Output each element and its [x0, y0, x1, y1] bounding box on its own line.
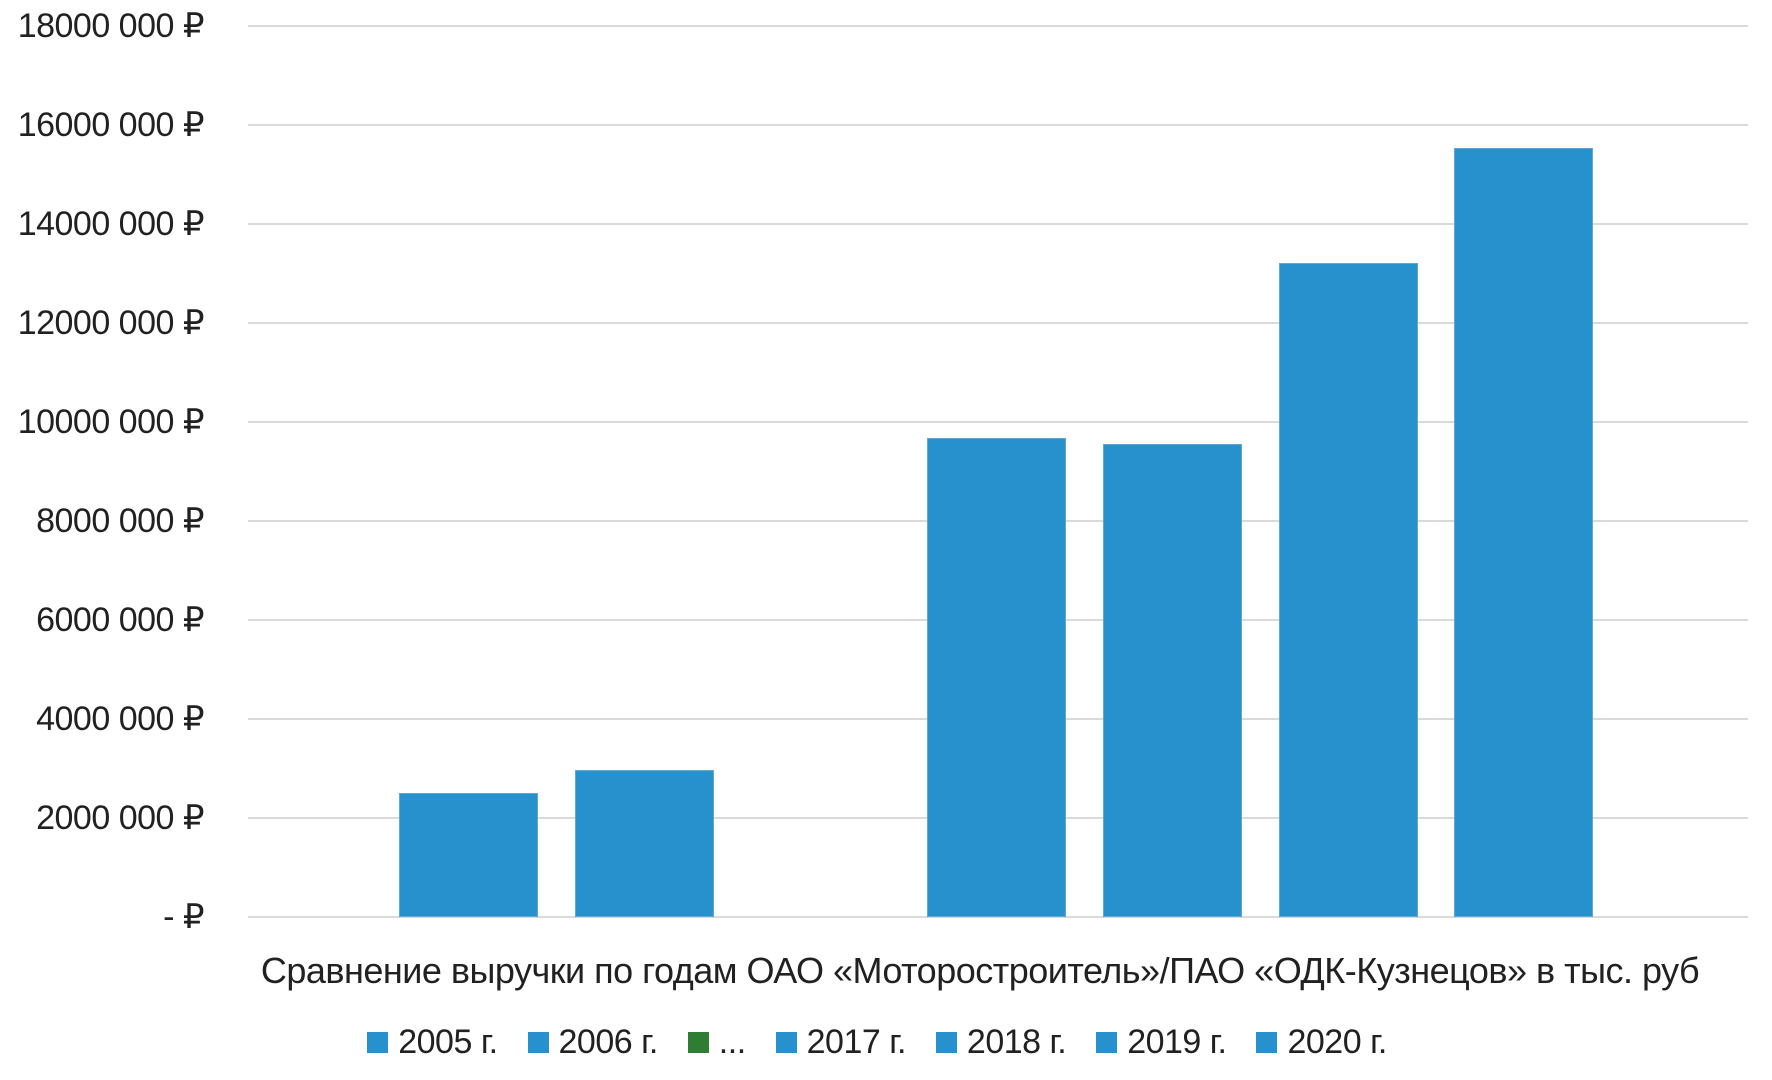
legend-label: 2019 г.	[1127, 1022, 1227, 1061]
legend-label: 2017 г.	[806, 1022, 907, 1061]
bar-2019	[1279, 263, 1418, 917]
legend-item-2006: 2006 г.	[527, 1022, 659, 1062]
legend-label: ...	[718, 1022, 746, 1061]
y-axis-tick-label: 2000 000 ₽	[36, 799, 204, 837]
legend-item-other: ...	[687, 1022, 746, 1062]
legend-item-2020: 2020 г.	[1256, 1022, 1387, 1062]
y-axis-tick-label: - ₽	[163, 898, 204, 936]
bar-2018	[1103, 444, 1242, 917]
legend-color-swatch-icon	[935, 1031, 957, 1053]
bar-2020	[1454, 148, 1593, 917]
gridline	[248, 223, 1748, 225]
legend-color-swatch-icon	[687, 1031, 709, 1053]
legend-label: 2018 г.	[966, 1022, 1067, 1061]
bar-2006	[575, 770, 714, 917]
legend-color-swatch-icon	[775, 1031, 797, 1053]
y-axis-tick-label: 10000 000 ₽	[17, 403, 205, 441]
legend-item-2018: 2018 г.	[935, 1022, 1067, 1062]
gridline	[248, 916, 1748, 918]
legend-color-swatch-icon	[1256, 1031, 1278, 1053]
chart-title: Сравнение выручки по годам ОАО «Моторост…	[260, 950, 1700, 991]
legend-label: 2006 г.	[558, 1022, 659, 1061]
legend-label: 2005 г.	[398, 1022, 498, 1061]
y-axis-tick-label: 4000 000 ₽	[36, 700, 204, 738]
legend-color-swatch-icon	[367, 1031, 389, 1053]
legend: 2005 г. 2006 г.... 2017 г. 2018 г. 2019 г. 20…	[0, 1016, 1754, 1068]
y-axis-tick-label: 8000 000 ₽	[36, 502, 204, 540]
gridline	[248, 421, 1748, 423]
y-axis-tick-label: 18000 000 ₽	[17, 7, 205, 45]
y-axis-tick-label: 6000 000 ₽	[36, 601, 204, 639]
gridline	[248, 322, 1748, 324]
bar-2005	[399, 793, 538, 917]
legend-label: 2020 г.	[1287, 1022, 1387, 1061]
legend-item-2019: 2019 г.	[1096, 1022, 1227, 1062]
legend-item-2005: 2005 г.	[367, 1022, 498, 1062]
y-axis-tick-label: 16000 000 ₽	[17, 106, 205, 144]
bar-2017	[927, 438, 1066, 917]
legend-color-swatch-icon	[527, 1031, 549, 1053]
gridline	[248, 124, 1748, 126]
legend-item-2017: 2017 г.	[775, 1022, 907, 1062]
gridline	[248, 25, 1748, 27]
legend-color-swatch-icon	[1096, 1031, 1118, 1053]
y-axis-tick-label: 14000 000 ₽	[17, 205, 205, 243]
y-axis-tick-label: 12000 000 ₽	[17, 304, 205, 342]
